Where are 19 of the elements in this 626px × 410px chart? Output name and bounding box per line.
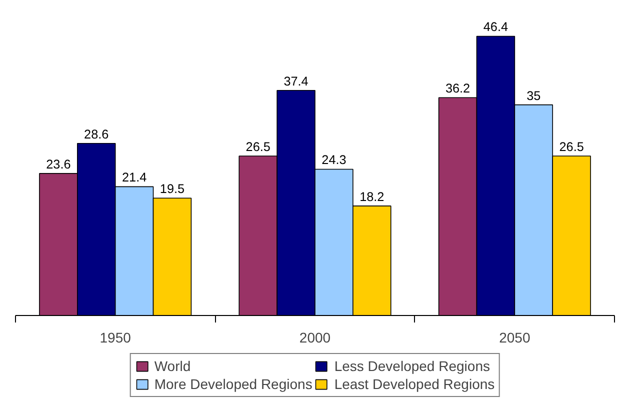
data-label: 26.5: [559, 140, 584, 154]
data-label: 24.3: [322, 153, 346, 168]
data-label: 46.4: [483, 20, 508, 34]
data-label: 36.2: [445, 82, 470, 96]
legend-label: World: [154, 358, 191, 374]
x-tick-label: 2050: [499, 330, 530, 346]
data-label: 21.4: [122, 170, 147, 185]
data-label: 35: [526, 88, 541, 103]
data-label: 18.2: [360, 190, 384, 204]
data-label: 23.6: [46, 157, 71, 172]
legend-label: Least Developed Regions: [334, 376, 495, 392]
data-label: 26.5: [246, 140, 270, 154]
x-tick-label: 1950: [100, 330, 132, 346]
data-label: 37.4: [284, 74, 308, 88]
legend-label: Less Developed Regions: [334, 358, 490, 374]
data-label: 28.6: [84, 127, 109, 142]
data-label: 19.5: [160, 182, 185, 196]
x-tick-label: 2000: [299, 330, 331, 346]
legend-label: More Developed Regions: [154, 376, 312, 392]
